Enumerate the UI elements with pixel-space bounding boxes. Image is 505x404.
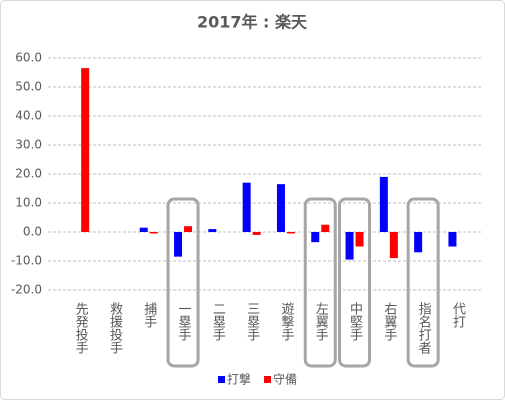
x-tick-label: 二塁手 — [210, 302, 226, 341]
highlight-box — [338, 197, 372, 368]
legend-label: 守備 — [273, 372, 297, 387]
bar — [311, 232, 320, 243]
bar — [174, 232, 183, 257]
bar — [389, 232, 398, 259]
x-tick-label: 救援投手 — [107, 301, 123, 354]
y-tick-label: 20.0 — [15, 167, 42, 181]
x-tick-label: 先発投手 — [73, 302, 89, 354]
bar — [379, 176, 388, 232]
y-tick-label: 40.0 — [15, 109, 42, 123]
bar — [355, 232, 364, 247]
bar — [448, 232, 457, 247]
x-tick-label: 捕手 — [141, 301, 157, 328]
bar — [184, 226, 193, 232]
legend-swatch — [218, 376, 225, 383]
y-tick-label: 10.0 — [15, 196, 42, 210]
y-tick-label: 50.0 — [15, 80, 42, 94]
x-tick-label: 中堅手 — [347, 302, 363, 341]
highlight-box — [303, 197, 337, 368]
bar — [321, 224, 330, 232]
x-tick-label: 三塁手 — [244, 302, 260, 341]
chart-title: 2017年 : 楽天 — [197, 13, 308, 32]
y-tick-label: 0.0 — [23, 225, 42, 239]
legend-swatch — [264, 376, 272, 383]
bar — [149, 232, 158, 234]
y-tick-label: 60.0 — [15, 51, 42, 65]
bar — [252, 232, 261, 235]
bar — [414, 232, 423, 253]
legend-label: 打撃 — [227, 372, 251, 387]
bar — [208, 229, 217, 232]
bar — [81, 68, 90, 233]
highlight-box — [406, 197, 440, 368]
x-tick-label: 一塁手 — [176, 302, 192, 341]
x-tick-label: 遊撃手 — [278, 302, 294, 341]
x-tick-label: 右翼手 — [381, 302, 397, 341]
y-tick-label: 30.0 — [15, 138, 42, 152]
bar — [345, 232, 354, 260]
bar — [139, 227, 148, 232]
y-tick-label: -10.0 — [11, 254, 42, 268]
bar — [286, 232, 295, 234]
y-tick-label: -20.0 — [11, 283, 42, 297]
highlight-box — [166, 197, 200, 368]
bar — [276, 184, 285, 232]
x-tick-label: 代打 — [450, 302, 466, 328]
x-tick-label: 左翼手 — [313, 302, 329, 341]
x-tick-label: 指名打者 — [416, 302, 432, 355]
bar — [242, 182, 251, 232]
